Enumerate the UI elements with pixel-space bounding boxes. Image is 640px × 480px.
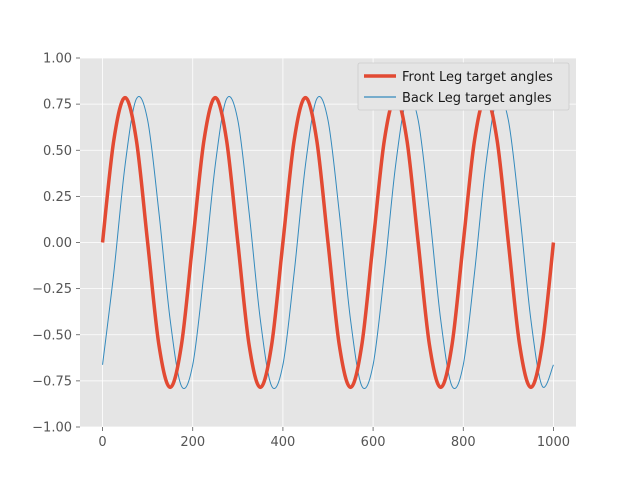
y-tick-label: −0.50 (32, 328, 72, 343)
x-tick-label: 200 (180, 435, 205, 450)
legend: Front Leg target angles Back Leg target … (357, 62, 570, 111)
x-tick-label: 600 (361, 435, 386, 450)
legend-label-front: Front Leg target angles (402, 70, 553, 85)
y-tick-label: 0.25 (43, 190, 72, 205)
legend-box (357, 62, 570, 111)
series-line-front (100, 95, 556, 390)
x-tick-label: 1000 (537, 435, 570, 450)
y-tick-label: −1.00 (32, 421, 72, 436)
ticks: 0 200 400 600 800 1000 −1.00 −0.75 −0.50 −0.25 0.0… (32, 52, 570, 451)
y-tick-label: −0.25 (32, 282, 72, 297)
y-tick-label: 0.00 (43, 236, 72, 251)
series-layer (100, 95, 556, 390)
x-tick-label: 800 (451, 435, 476, 450)
x-tick-label: 0 (98, 435, 106, 450)
series-line-back (102, 95, 554, 390)
x-tick-label: 400 (270, 435, 295, 450)
y-tick-label: 0.50 (43, 144, 72, 159)
y-tick-label: 0.75 (43, 98, 72, 113)
y-tick-label: 1.00 (43, 52, 72, 67)
y-tick-label: −0.75 (32, 374, 72, 389)
legend-label-back: Back Leg target angles (402, 91, 552, 106)
